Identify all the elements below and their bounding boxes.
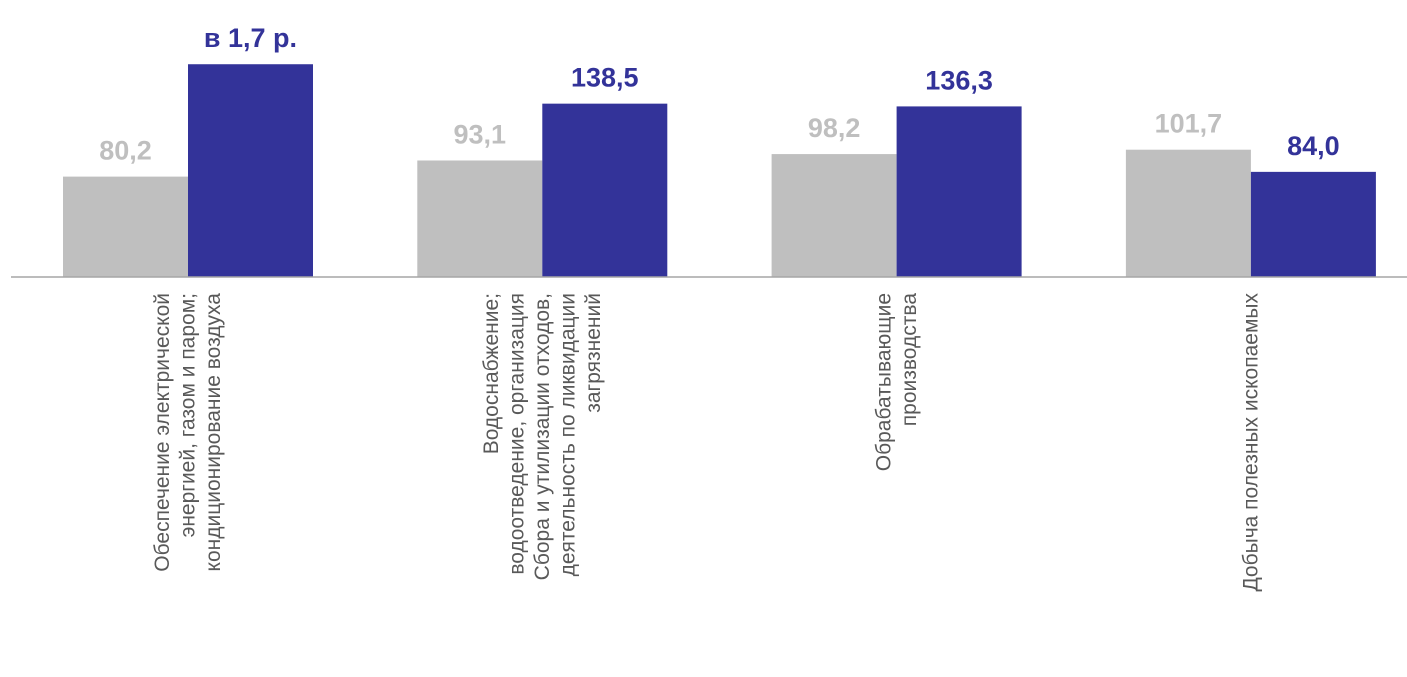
category-label-1: Обеспечение электрической энергией, газом… (151, 293, 225, 572)
category-label-line: Сбора и утилизации отходов, (531, 293, 554, 580)
category-labels-layer: Обеспечение электрической энергией, газом… (151, 293, 1262, 592)
data-label-series1-cat3: 98,2 (808, 113, 861, 143)
category-label-line: Обеспечение электрической (151, 293, 174, 572)
bar-series2-cat3 (896, 106, 1022, 277)
category-label-line: водоотведение, организация (505, 293, 528, 575)
bar-series1-cat3 (771, 154, 897, 277)
category-label-3: Обрабатывающие производства (872, 293, 921, 472)
category-label-line: производства (898, 293, 921, 427)
bars-layer (63, 64, 1376, 277)
category-label-line: Обрабатывающие (872, 293, 895, 471)
category-label-line: Добыча полезных ископаемых (1239, 293, 1262, 592)
value-labels-layer: 80,2 в 1,7 р. 93,1 138,5 98,2 136,3 101,7 84,0 (99, 23, 1339, 165)
category-label-line: загрязнений (582, 293, 605, 413)
category-label-line: Водоснабжение; (480, 293, 503, 454)
category-label-line: энергией, газом и паром; (177, 293, 200, 537)
bar-series2-cat4 (1250, 171, 1376, 277)
bar-series2-cat2 (542, 103, 668, 277)
data-label-series2-cat3: 136,3 (925, 65, 993, 95)
bar-series1-cat1 (63, 176, 188, 277)
data-label-series2-cat4: 84,0 (1287, 131, 1340, 161)
category-label-line: кондиционирование воздуха (202, 293, 225, 572)
category-label-4: Добыча полезных ископаемых (1239, 293, 1262, 592)
data-label-series1-cat1: 80,2 (99, 136, 152, 166)
category-label-2: Водоснабжение; водоотведение, организация… (480, 293, 605, 580)
bar-series1-cat4 (1125, 149, 1251, 277)
bar-series1-cat2 (417, 160, 543, 277)
data-label-series1-cat2: 93,1 (454, 119, 507, 149)
data-label-series2-cat1: в 1,7 р. (204, 23, 297, 53)
bar-series2-cat1 (188, 64, 313, 277)
category-label-line: деятельность по ликвидации (556, 293, 579, 576)
data-label-series2-cat2: 138,5 (571, 63, 639, 93)
data-label-series1-cat4: 101,7 (1155, 109, 1223, 139)
